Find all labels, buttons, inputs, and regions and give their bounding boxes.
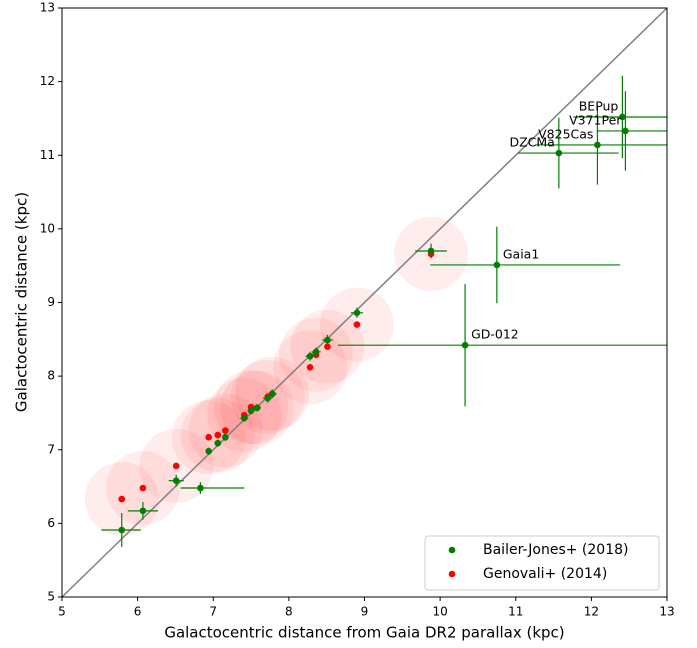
point (306, 363, 314, 371)
point (555, 149, 563, 157)
point (240, 414, 248, 422)
point (622, 127, 629, 135)
point (427, 247, 435, 255)
x-tick-label: 9 (361, 605, 369, 619)
point (493, 261, 501, 269)
legend-label: Genovali+ (2014) (483, 566, 607, 582)
legend-marker (448, 546, 456, 554)
y-axis-label: Galactocentric distance (kpc) (13, 192, 31, 412)
y-tick-label: 10 (40, 221, 55, 235)
point (306, 352, 314, 360)
point (312, 348, 320, 356)
point (353, 321, 361, 328)
point (118, 495, 126, 503)
y-tick-label: 9 (47, 295, 55, 309)
point (353, 309, 361, 317)
y-tick-label: 11 (40, 148, 55, 162)
x-tick-label: 6 (134, 605, 142, 619)
point (139, 484, 147, 492)
x-tick-label: 8 (285, 605, 293, 619)
point (222, 433, 229, 441)
point (205, 433, 213, 441)
point-label: Gaia1 (503, 246, 539, 261)
x-tick-label: 5 (58, 605, 66, 619)
y-tick-label: 8 (47, 369, 55, 383)
x-tick-label: 13 (659, 605, 674, 619)
point (324, 343, 331, 350)
point (268, 390, 276, 398)
y-tick-label: 7 (47, 442, 55, 456)
reference-line (62, 8, 667, 597)
point (253, 404, 261, 412)
point (324, 336, 331, 344)
x-tick-label: 10 (432, 605, 447, 619)
point-label: BEPup (579, 98, 619, 113)
point (222, 427, 229, 434)
x-axis-label: Galactocentric distance from Gaia DR2 pa… (164, 624, 564, 642)
x-tick-label: 7 (209, 605, 217, 619)
point (461, 341, 469, 349)
legend-marker (448, 570, 456, 578)
point-label: DZCMa (509, 135, 554, 150)
point (214, 439, 222, 447)
y-tick-label: 6 (47, 516, 55, 530)
point (594, 141, 601, 149)
point (139, 507, 147, 515)
point-label: V371Per (569, 112, 622, 127)
x-tick-label: 12 (584, 605, 599, 619)
point (247, 407, 255, 415)
y-tick-label: 5 (47, 590, 55, 604)
legend-box (424, 535, 660, 591)
point (172, 462, 180, 470)
point (264, 394, 272, 402)
x-tick-label: 11 (508, 605, 523, 619)
y-tick-label: 12 (40, 74, 55, 88)
point (172, 477, 180, 484)
point (619, 113, 626, 121)
legend-label: Bailer-Jones+ (2018) (483, 542, 628, 558)
point (118, 526, 126, 534)
point (197, 484, 204, 492)
plot-area (62, 8, 667, 597)
point (205, 447, 213, 455)
point-label: GD-012 (471, 327, 519, 342)
point (214, 431, 222, 439)
y-tick-label: 13 (40, 1, 55, 15)
point-label: V825Cas (538, 126, 593, 141)
